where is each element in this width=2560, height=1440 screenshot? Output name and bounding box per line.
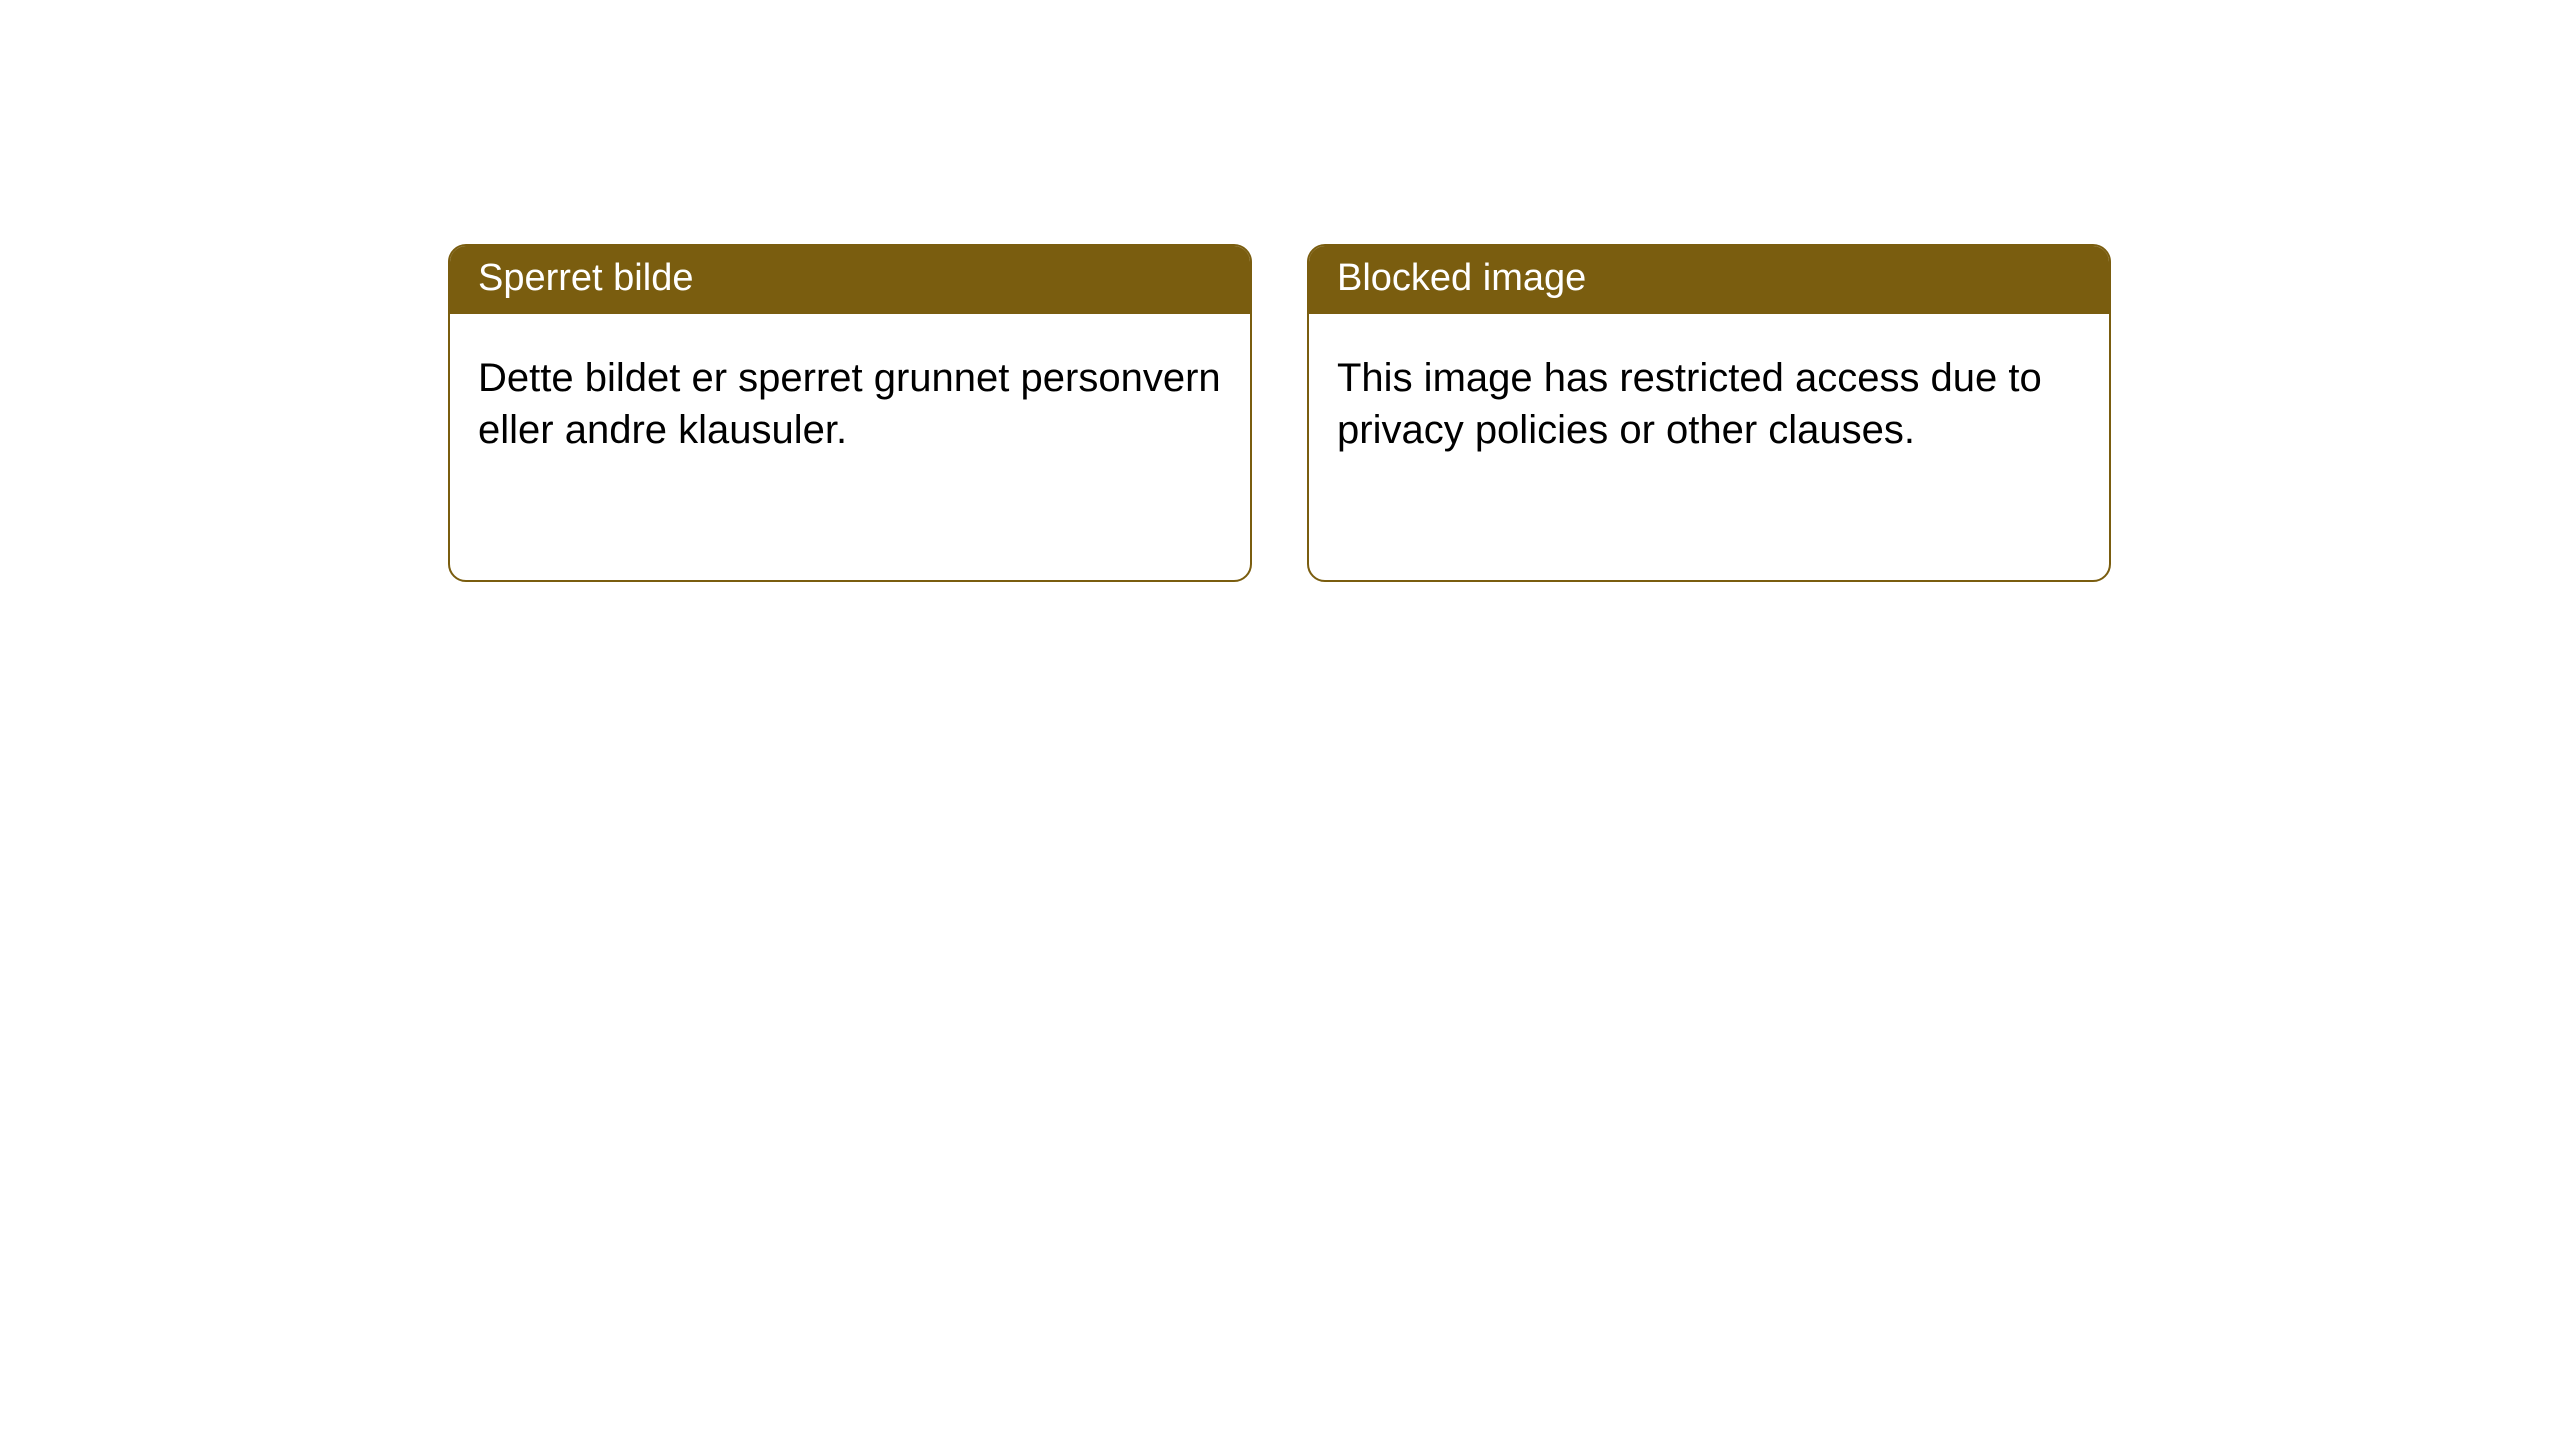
- cards-container: Sperret bilde Dette bildet er sperret gr…: [0, 0, 2560, 582]
- card-title-no: Sperret bilde: [450, 246, 1250, 314]
- card-title-en: Blocked image: [1309, 246, 2109, 314]
- card-body-no: Dette bildet er sperret grunnet personve…: [450, 314, 1250, 484]
- blocked-image-card-en: Blocked image This image has restricted …: [1307, 244, 2111, 582]
- card-body-en: This image has restricted access due to …: [1309, 314, 2109, 484]
- blocked-image-card-no: Sperret bilde Dette bildet er sperret gr…: [448, 244, 1252, 582]
